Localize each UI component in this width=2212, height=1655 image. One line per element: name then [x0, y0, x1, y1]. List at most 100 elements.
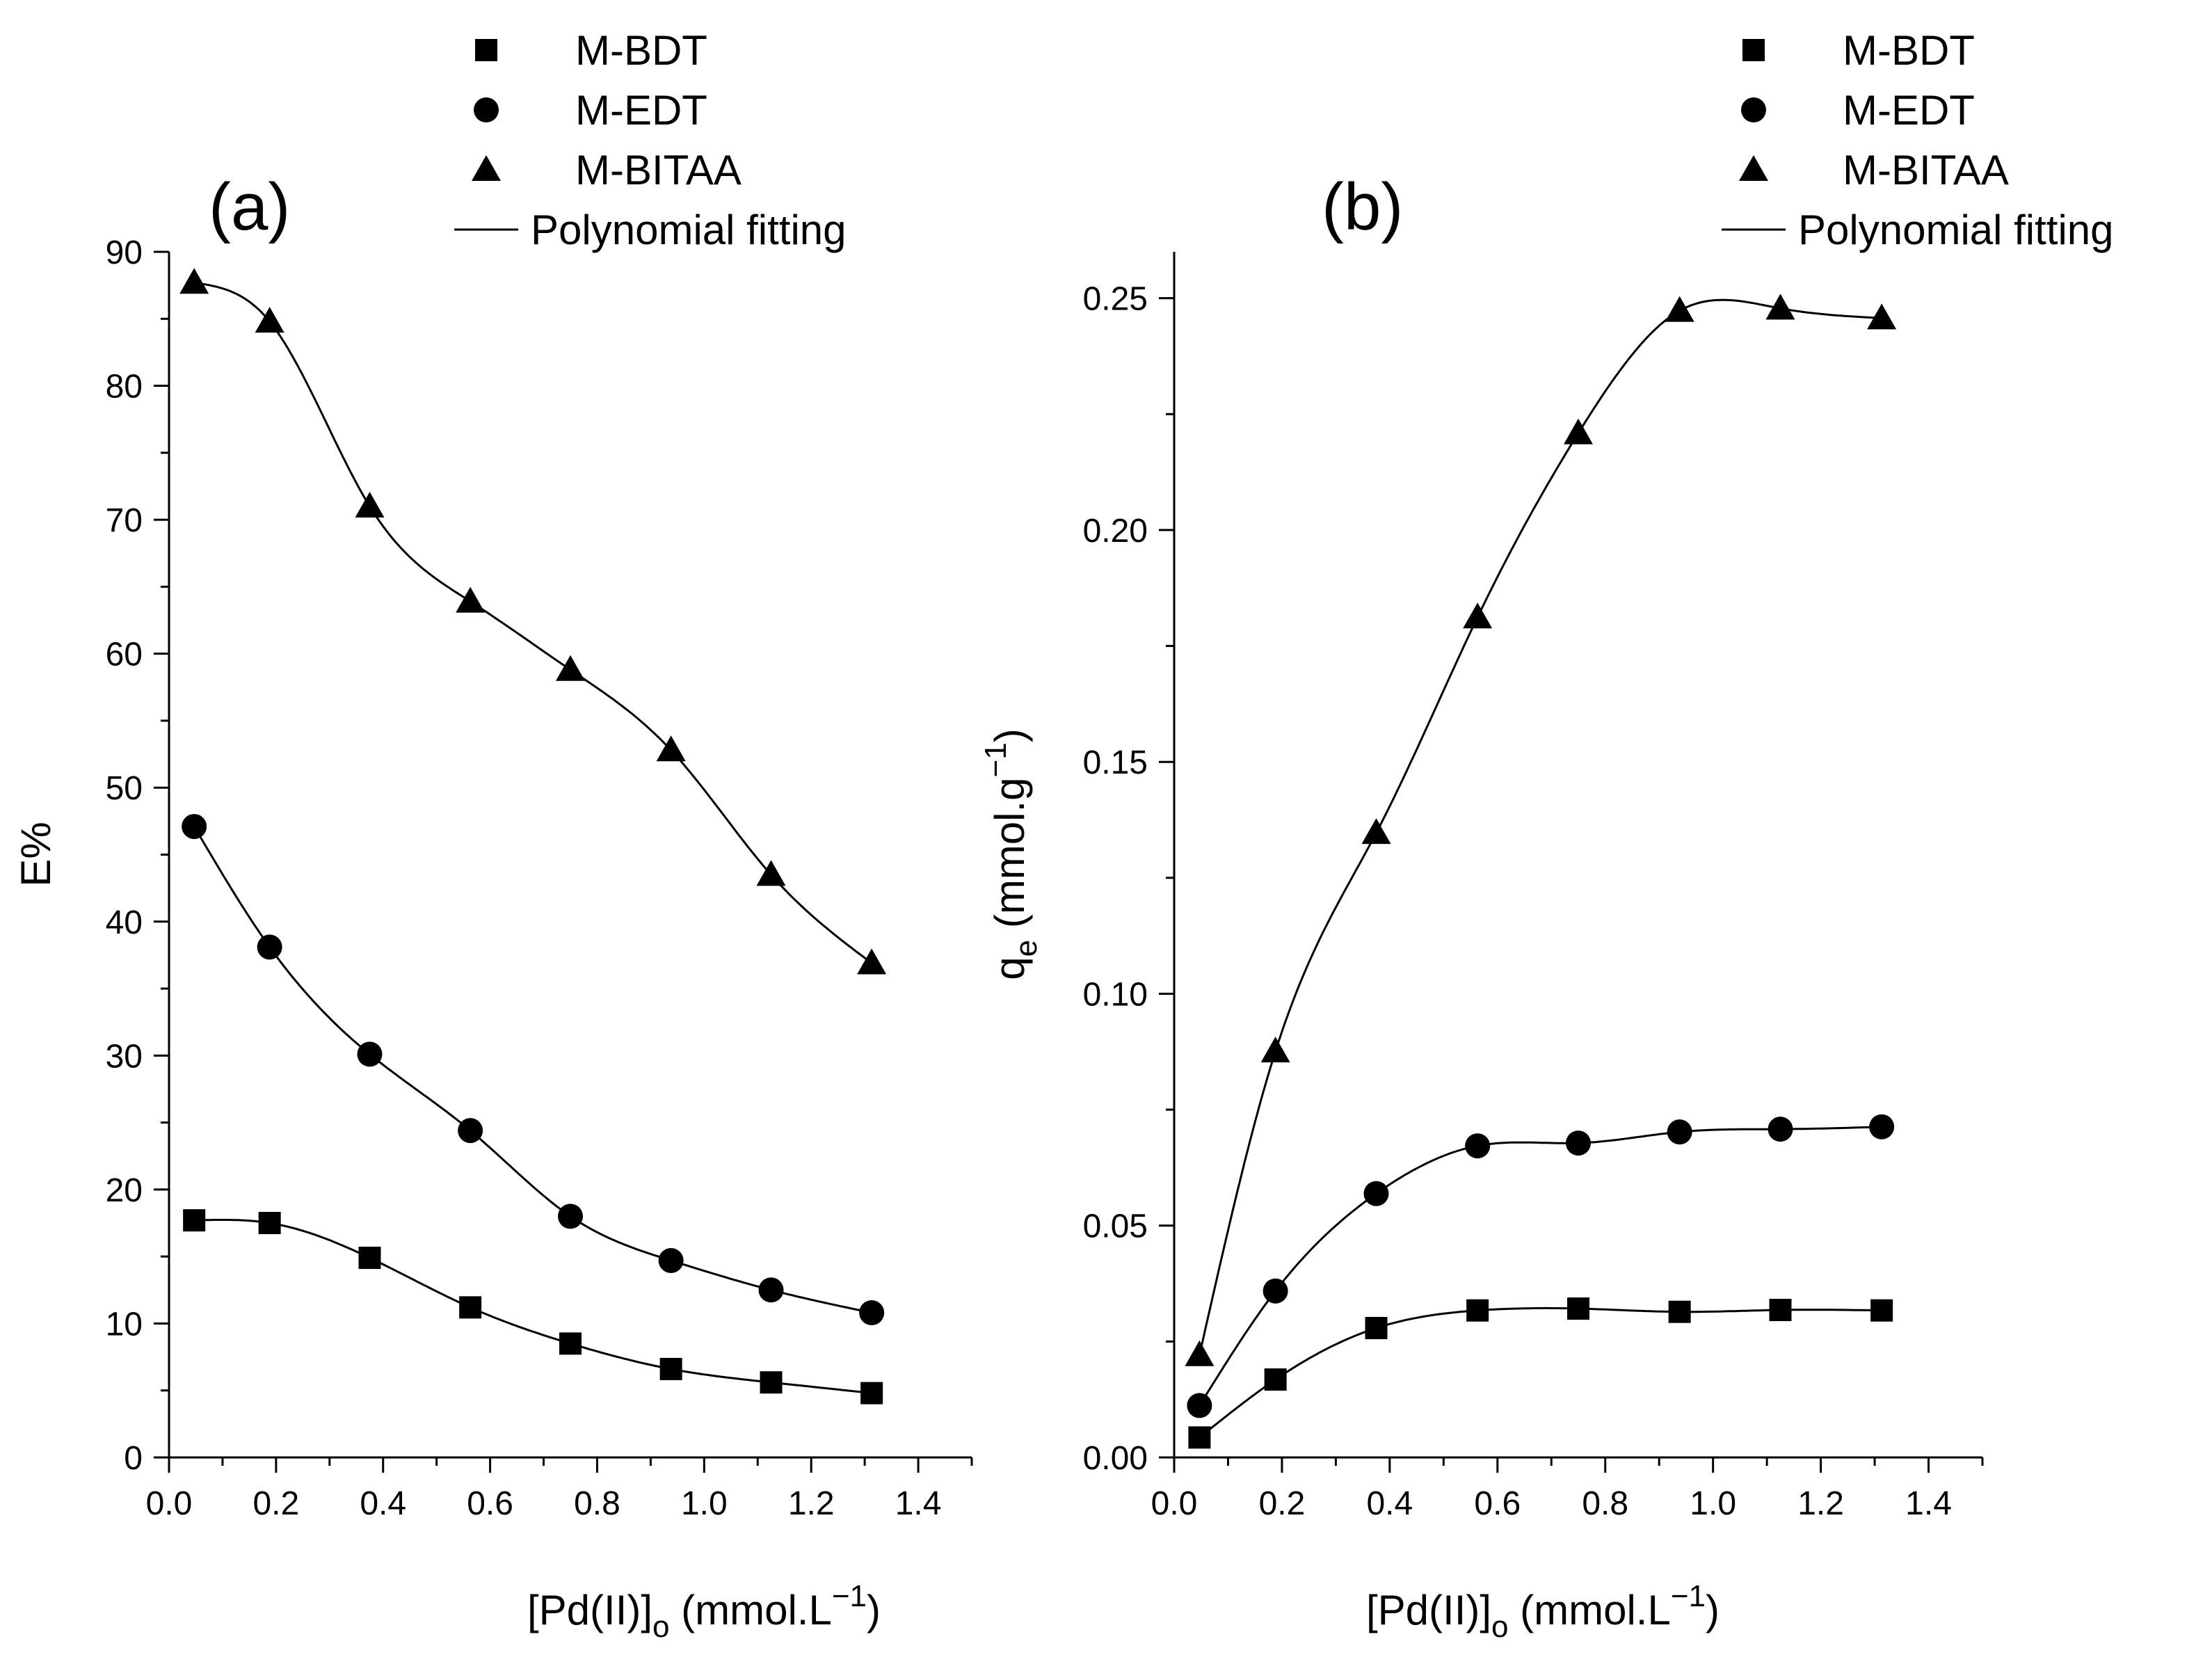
data-point [659, 1357, 682, 1380]
data-point [182, 814, 207, 840]
label-part: e [1009, 940, 1043, 957]
x-tick-label: 1.2 [788, 1485, 835, 1522]
y-axis-title: E% [13, 822, 59, 886]
label-part: ) [986, 728, 1033, 742]
data-point [183, 1209, 206, 1232]
legend-label: M-BDT [1843, 27, 1975, 74]
y-tick-label: 90 [106, 234, 143, 271]
data-point [756, 860, 786, 886]
legend-label: M-BITAA [1843, 147, 2009, 193]
data-point [358, 1247, 381, 1270]
y-tick-label: 40 [106, 904, 143, 941]
label-part: [Pd(II)] [1366, 1587, 1491, 1633]
fit-curve [1199, 1306, 1882, 1439]
data-point [1260, 1037, 1290, 1063]
series-m-bdt [183, 1209, 883, 1405]
x-tick-label: 0.2 [253, 1485, 299, 1522]
series-m-bdt [1188, 1297, 1893, 1449]
data-point [1869, 1114, 1895, 1140]
x-tick-label: 1.0 [681, 1485, 728, 1522]
y-axis-title: qe (mmol.g−1) [979, 728, 1043, 980]
y-tick-label: 0 [124, 1440, 143, 1477]
legend-label: M-BITAA [575, 147, 742, 193]
data-point [857, 948, 887, 975]
label-part: −1 [1671, 1579, 1706, 1613]
data-point [1263, 1278, 1288, 1304]
data-point [1867, 303, 1897, 330]
data-point [1667, 1119, 1692, 1145]
x-tick-label: 0.6 [1474, 1485, 1521, 1522]
data-point [656, 735, 686, 762]
y-tick-label: 10 [106, 1306, 143, 1343]
label-part: q [986, 957, 1033, 980]
x-tick-label: 1.4 [1905, 1485, 1952, 1522]
data-point [355, 491, 385, 518]
series-m-bitaa [179, 268, 887, 975]
legend-marker [1739, 155, 1768, 181]
x-tick-label: 0.8 [574, 1485, 620, 1522]
y-tick-label: 0.20 [1083, 513, 1148, 550]
y-tick-label: 60 [106, 637, 143, 673]
x-tick-label: 0.0 [146, 1485, 193, 1522]
label-part: −1 [832, 1579, 867, 1613]
fit-curve [193, 826, 872, 1314]
data-point [1566, 1130, 1591, 1156]
fit-curve [193, 281, 872, 964]
data-point [357, 1041, 383, 1067]
label-part: E% [13, 822, 59, 886]
data-point [458, 1118, 483, 1144]
data-point [1668, 1300, 1691, 1323]
y-tick-label: 0.15 [1083, 744, 1148, 781]
series-m-edt [1187, 1114, 1895, 1418]
y-tick-label: 70 [106, 502, 143, 539]
data-point [179, 268, 209, 294]
data-point [1870, 1299, 1893, 1322]
panel-label: (a) [209, 170, 290, 244]
data-point [1465, 1133, 1491, 1159]
label-part: (mmol.g [986, 777, 1033, 939]
data-point [1665, 296, 1694, 322]
x-tick-label: 0.4 [1366, 1485, 1413, 1522]
x-axis-title: [Pd(II)]o (mmol.L−1) [527, 1579, 881, 1644]
data-point [1363, 1181, 1389, 1206]
fit-curve [1199, 1126, 1882, 1407]
legend-marker [472, 155, 501, 181]
panel-label: (b) [1322, 170, 1403, 244]
x-tick-label: 1.0 [1690, 1485, 1736, 1522]
legend-label: M-EDT [1843, 87, 1975, 134]
series-m-edt [182, 814, 885, 1326]
data-point [559, 1332, 582, 1355]
fit-curve [1198, 298, 1882, 1356]
label-part: o [1491, 1610, 1508, 1644]
y-tick-label: 20 [106, 1172, 143, 1209]
chart-panel-a: 0.0 0.2 0.4 0.6 0.8 1.0 1.2 1.4 0 10 20 30 40 50 60 70 8… [13, 27, 973, 1644]
data-point [1466, 1299, 1489, 1322]
label-part: o [652, 1610, 669, 1644]
x-tick-label: 0.4 [360, 1485, 406, 1522]
legend-label: Polynomial fitting [531, 207, 847, 253]
data-point [257, 934, 282, 960]
y-tick-label: 0.00 [1083, 1440, 1148, 1477]
label-part: [Pd(II)] [527, 1587, 652, 1633]
x-tick-label: 1.4 [895, 1485, 942, 1522]
label-part: ) [867, 1587, 881, 1633]
data-point [1264, 1368, 1287, 1391]
legend-marker [474, 97, 499, 122]
x-axis-title: [Pd(II)]o (mmol.L−1) [1366, 1579, 1720, 1644]
fit-curve [194, 1219, 872, 1395]
data-point [1768, 1117, 1793, 1142]
legend-label: Polynomial fitting [1798, 207, 2114, 253]
data-point [456, 586, 486, 613]
legend-marker [475, 39, 497, 61]
data-point [1188, 1426, 1211, 1449]
series-m-bitaa [1185, 294, 1897, 1366]
data-point [556, 655, 585, 681]
y-tick-label: 30 [106, 1038, 143, 1075]
data-point [1567, 1297, 1589, 1320]
legend-marker [1742, 39, 1765, 61]
label-part: (mmol.L [1509, 1587, 1671, 1633]
data-point [1185, 1340, 1215, 1366]
data-point [459, 1296, 482, 1319]
x-tick-label: 0.0 [1151, 1485, 1198, 1522]
legend: M-BDT M-EDT M-BITAA Polynomial fitting [454, 27, 847, 253]
